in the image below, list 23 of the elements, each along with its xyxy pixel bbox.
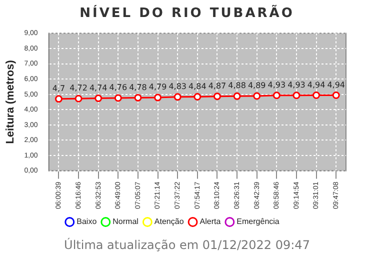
legend-label: Atenção bbox=[154, 217, 184, 226]
data-label: 4,72 bbox=[70, 84, 88, 93]
data-label: 4,93 bbox=[268, 80, 286, 90]
text: Última atualização em 01/12/2022 09:47 bbox=[63, 238, 311, 252]
legend-label: Baixo bbox=[76, 217, 98, 226]
data-label: 4,79 bbox=[148, 82, 167, 92]
data-label: 4,93 bbox=[288, 80, 306, 90]
data-label: 4,7 bbox=[52, 84, 66, 93]
y-axis-title: Leitura (metros) bbox=[4, 60, 17, 144]
data-label: 4,89 bbox=[248, 81, 266, 90]
chart-title: NÍVEL DO RIO TUBARÃO bbox=[78, 6, 296, 21]
legend-label: Alerta bbox=[200, 217, 222, 226]
data-label: 4,94 bbox=[327, 80, 345, 90]
data-label: 4,84 bbox=[188, 82, 206, 91]
data-label: 4,78 bbox=[129, 82, 147, 92]
legend-label: Emergência bbox=[236, 217, 280, 226]
legend-label: Normal bbox=[112, 217, 139, 226]
data-label: 4,76 bbox=[109, 83, 128, 92]
data-label: 4,74 bbox=[89, 83, 108, 92]
data-label: 4,87 bbox=[208, 81, 226, 90]
data-label: 4,88 bbox=[228, 81, 246, 90]
data-label: 4,94 bbox=[307, 80, 326, 90]
data-label: 4,83 bbox=[168, 82, 187, 92]
